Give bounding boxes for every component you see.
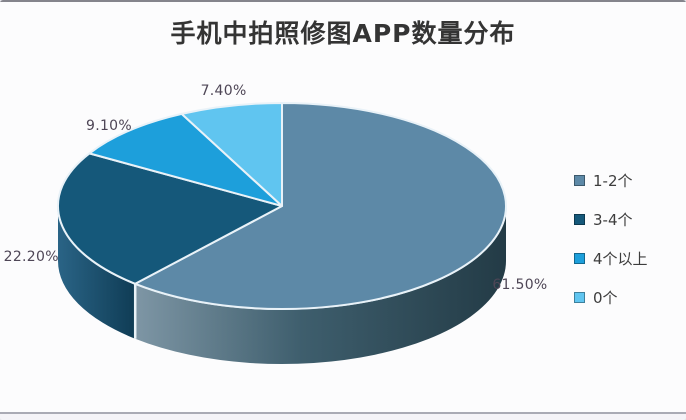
legend-marker — [574, 291, 585, 303]
legend-label: 1-2个 — [593, 171, 633, 190]
legend-label: 0个 — [593, 288, 618, 307]
data-label: 22.20% — [3, 248, 59, 265]
legend-marker — [574, 252, 585, 264]
legend-item: 1-2个 — [574, 170, 648, 190]
legend-marker — [574, 213, 585, 225]
pie-slice — [88, 112, 283, 207]
legend-label: 4个以上 — [593, 249, 648, 268]
pie-slice — [56, 152, 283, 285]
data-label: 9.10% — [85, 118, 132, 135]
data-label: 61.50% — [492, 276, 548, 293]
pie-slice-side — [135, 206, 506, 365]
chart-title: 手机中拍照修图APP数量分布 — [170, 19, 516, 48]
legend: 1-2个 3-4个 4个以上 0个 — [574, 170, 648, 326]
legend-item: 0个 — [574, 287, 648, 307]
window-bottom-edge — [0, 412, 686, 420]
legend-item: 3-4个 — [574, 209, 648, 229]
pie-slice — [134, 102, 507, 310]
legend-label: 3-4个 — [593, 210, 633, 229]
pie-slice — [180, 102, 283, 207]
legend-marker — [574, 174, 585, 186]
pie-slice-side — [58, 206, 136, 339]
data-label: 7.40% — [200, 82, 247, 99]
legend-item: 4个以上 — [574, 248, 648, 268]
window-top-edge — [0, 0, 686, 2]
